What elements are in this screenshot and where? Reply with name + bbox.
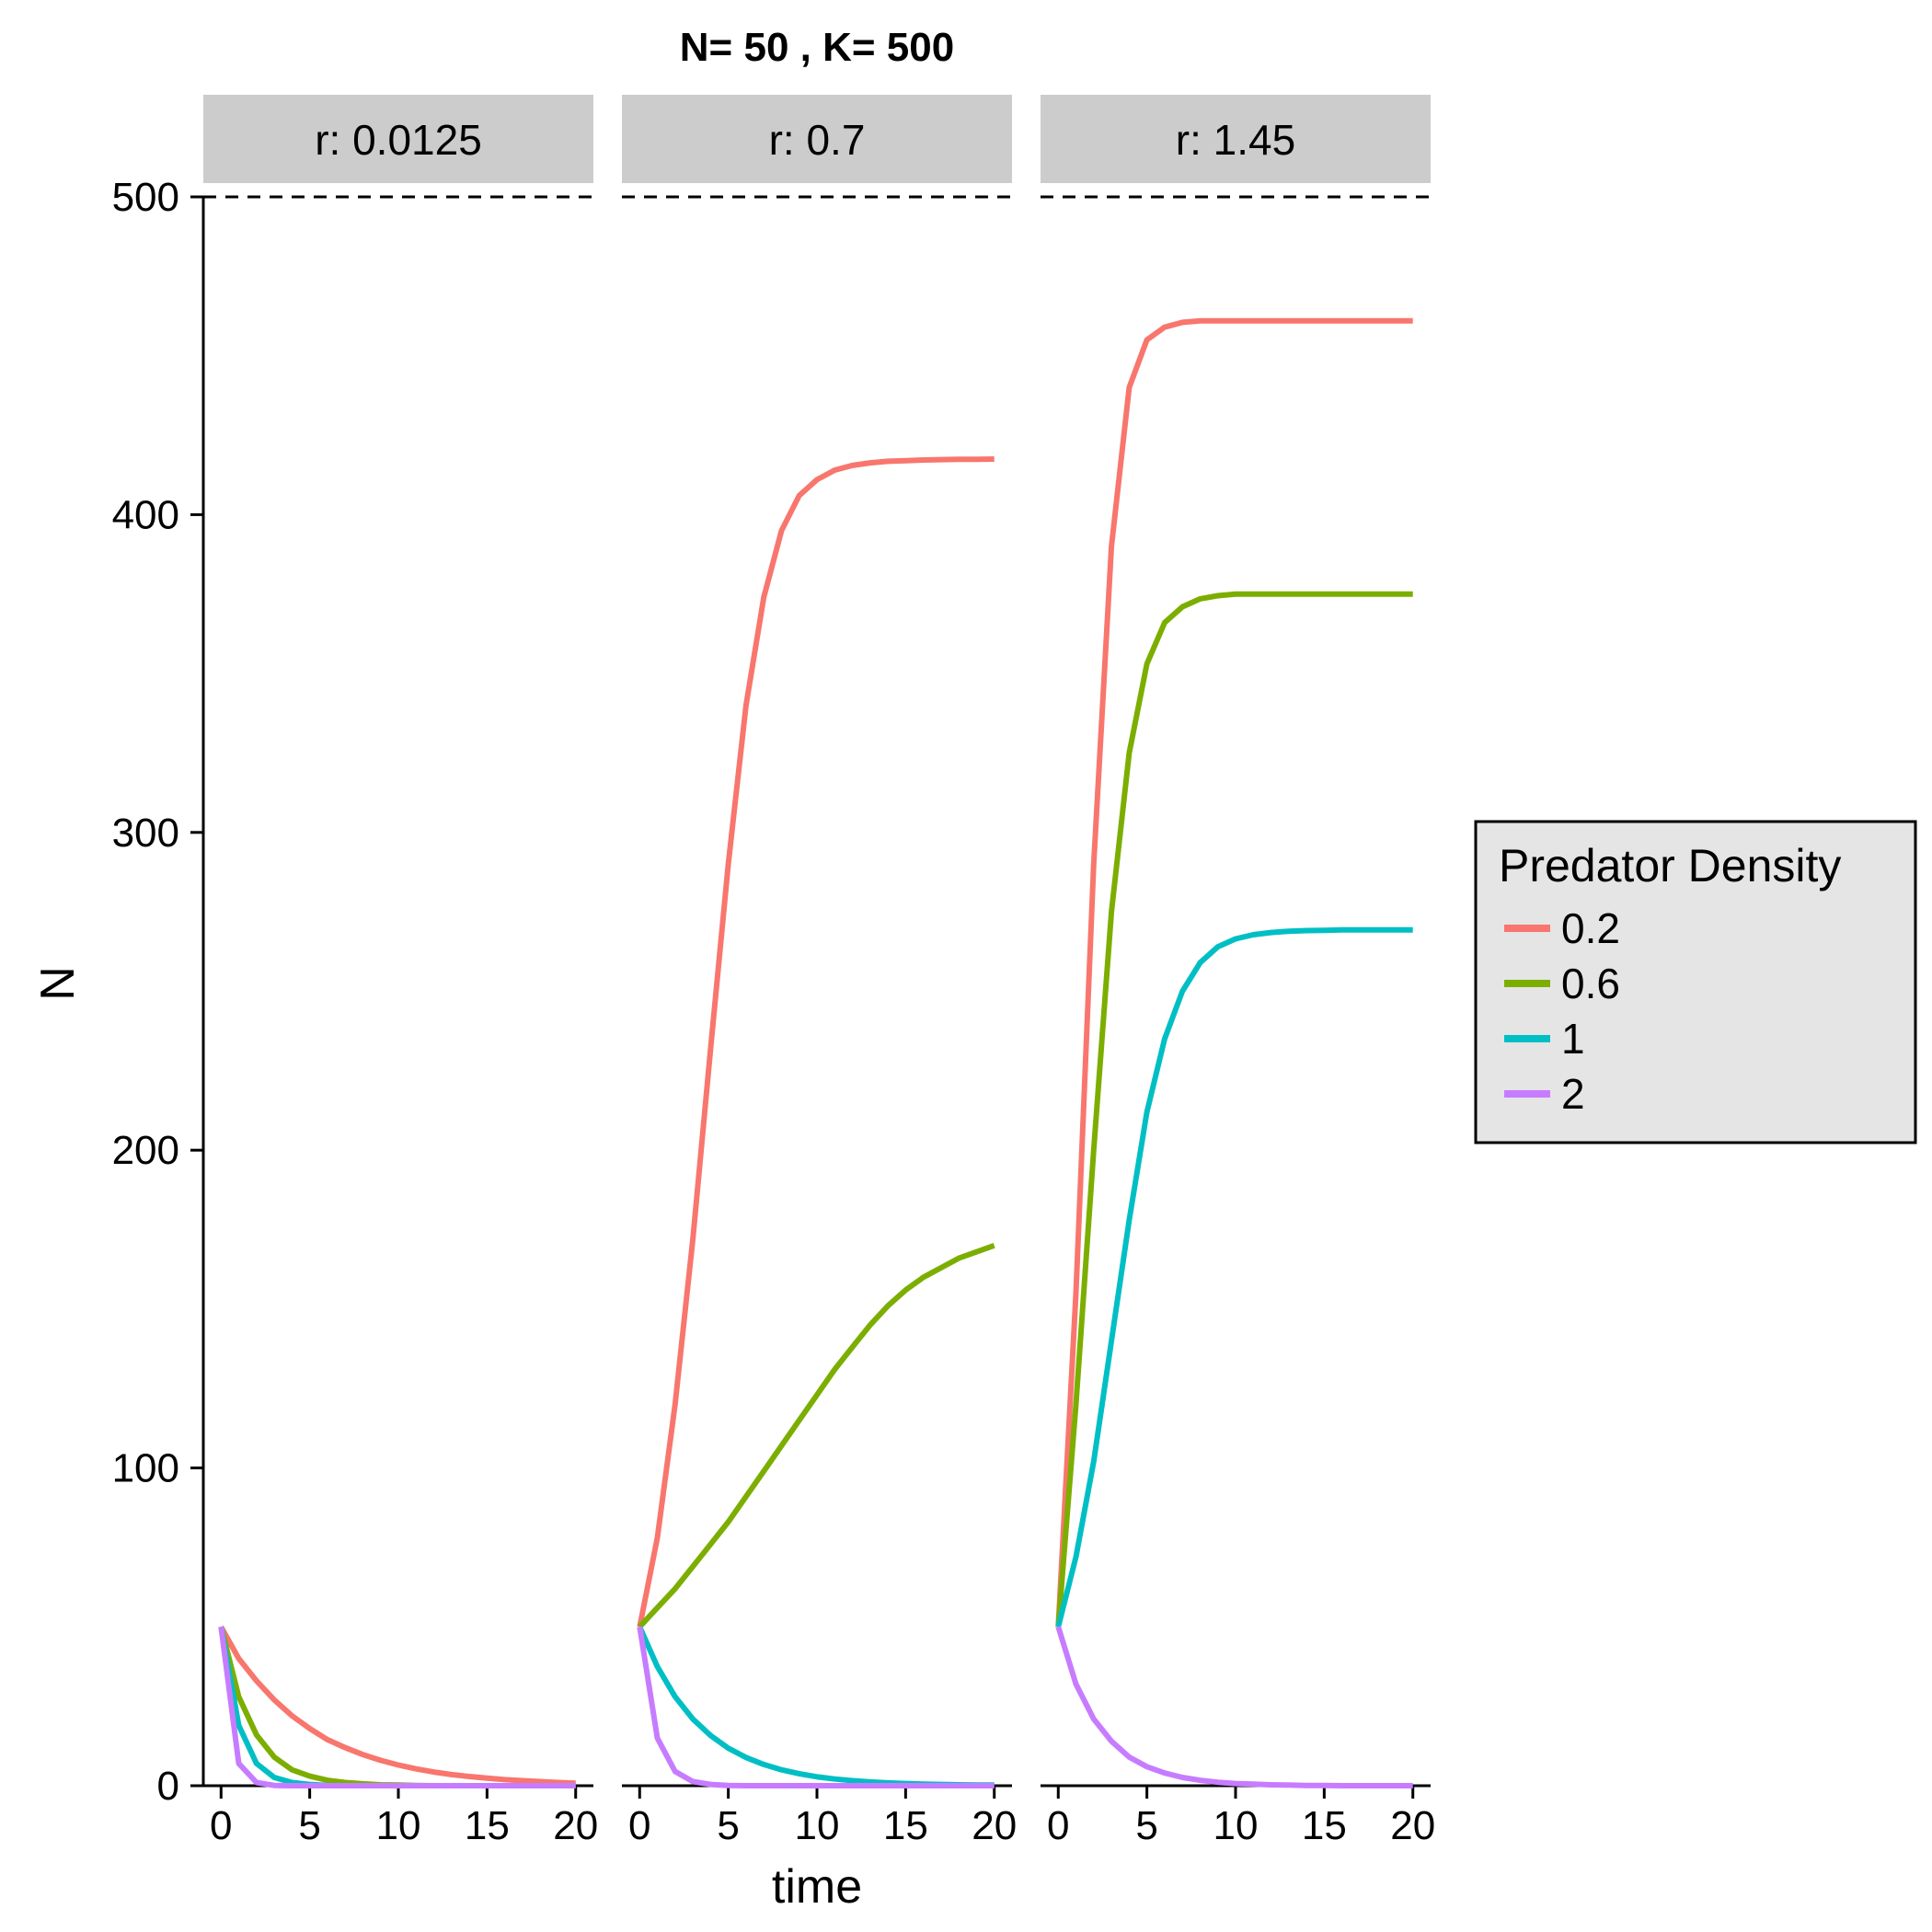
facet-panels: r: 0.0125 0 5 10 15 20 r: 0.7 0 5 10 15 20 r: 1.45 0 5… [203,95,1435,1848]
x-tick-label: 15 [883,1803,928,1848]
legend-entries: 0.2 0.6 1 2 [1504,904,1620,1118]
x-tick-label: 20 [553,1803,598,1848]
series-line-0-6 [638,1242,995,1629]
legend: Predator Density 0.2 0.6 1 2 [1474,820,1917,1144]
legend-label: 1 [1561,1015,1585,1063]
facet-strip-label: r: 0.0125 [315,116,482,164]
series-line-0-2 [1055,317,1413,1627]
series-line-1 [218,1626,576,1788]
series-line-0-6 [1055,591,1413,1627]
x-tick-label: 15 [1302,1803,1347,1848]
x-tick-label: 10 [795,1803,840,1848]
x-tick-label: 0 [210,1803,232,1848]
facet-strip [1041,95,1431,183]
series-line-0-2 [218,1625,576,1787]
legend-label: 2 [1561,1070,1585,1118]
series-line-1 [637,1626,995,1788]
y-tick-label: 200 [112,1128,179,1173]
x-tick-label: 20 [972,1803,1017,1848]
legend-label: 0.2 [1561,904,1620,952]
facet-panel-1: r: 0.0125 0 5 10 15 20 [203,95,598,1848]
facet-strip-label: r: 0.7 [769,116,866,164]
legend-label: 0.6 [1561,960,1620,1007]
y-axis-title: N [31,966,85,1001]
x-tick-label: 15 [465,1803,510,1848]
legend-title: Predator Density [1499,840,1841,891]
series-line-2 [218,1626,576,1788]
x-tick-label: 5 [1135,1803,1157,1848]
x-tick-label: 10 [1213,1803,1259,1848]
x-tick-label: 5 [717,1803,739,1848]
chart-title: N= 50 , K= 500 [680,25,954,70]
facet-panel-2: r: 0.7 0 5 10 15 20 [622,95,1017,1848]
x-tick-label: 5 [298,1803,320,1848]
y-axis-ticks: 0 100 200 300 400 500 [112,175,203,1809]
series-line-2 [637,1626,995,1788]
x-tick-label: 20 [1390,1803,1435,1848]
series-line-0-6 [218,1626,576,1788]
facet-strip [203,95,593,183]
y-tick-label: 300 [112,811,179,856]
facet-strip [622,95,1012,183]
y-tick-label: 500 [112,175,179,220]
y-tick-label: 0 [157,1764,179,1809]
y-tick-label: 400 [112,492,179,537]
facet-panel-3: r: 1.45 0 5 10 15 20 [1041,95,1435,1848]
series-line-1 [1055,926,1413,1628]
x-tick-label: 10 [376,1803,421,1848]
x-tick-label: 0 [1047,1803,1069,1848]
y-tick-label: 100 [112,1446,179,1491]
series-line-2 [1055,1626,1413,1788]
x-axis-title: time [772,1860,862,1914]
series-line-0-2 [637,456,995,1627]
x-tick-label: 0 [628,1803,650,1848]
facet-strip-label: r: 1.45 [1176,116,1295,164]
